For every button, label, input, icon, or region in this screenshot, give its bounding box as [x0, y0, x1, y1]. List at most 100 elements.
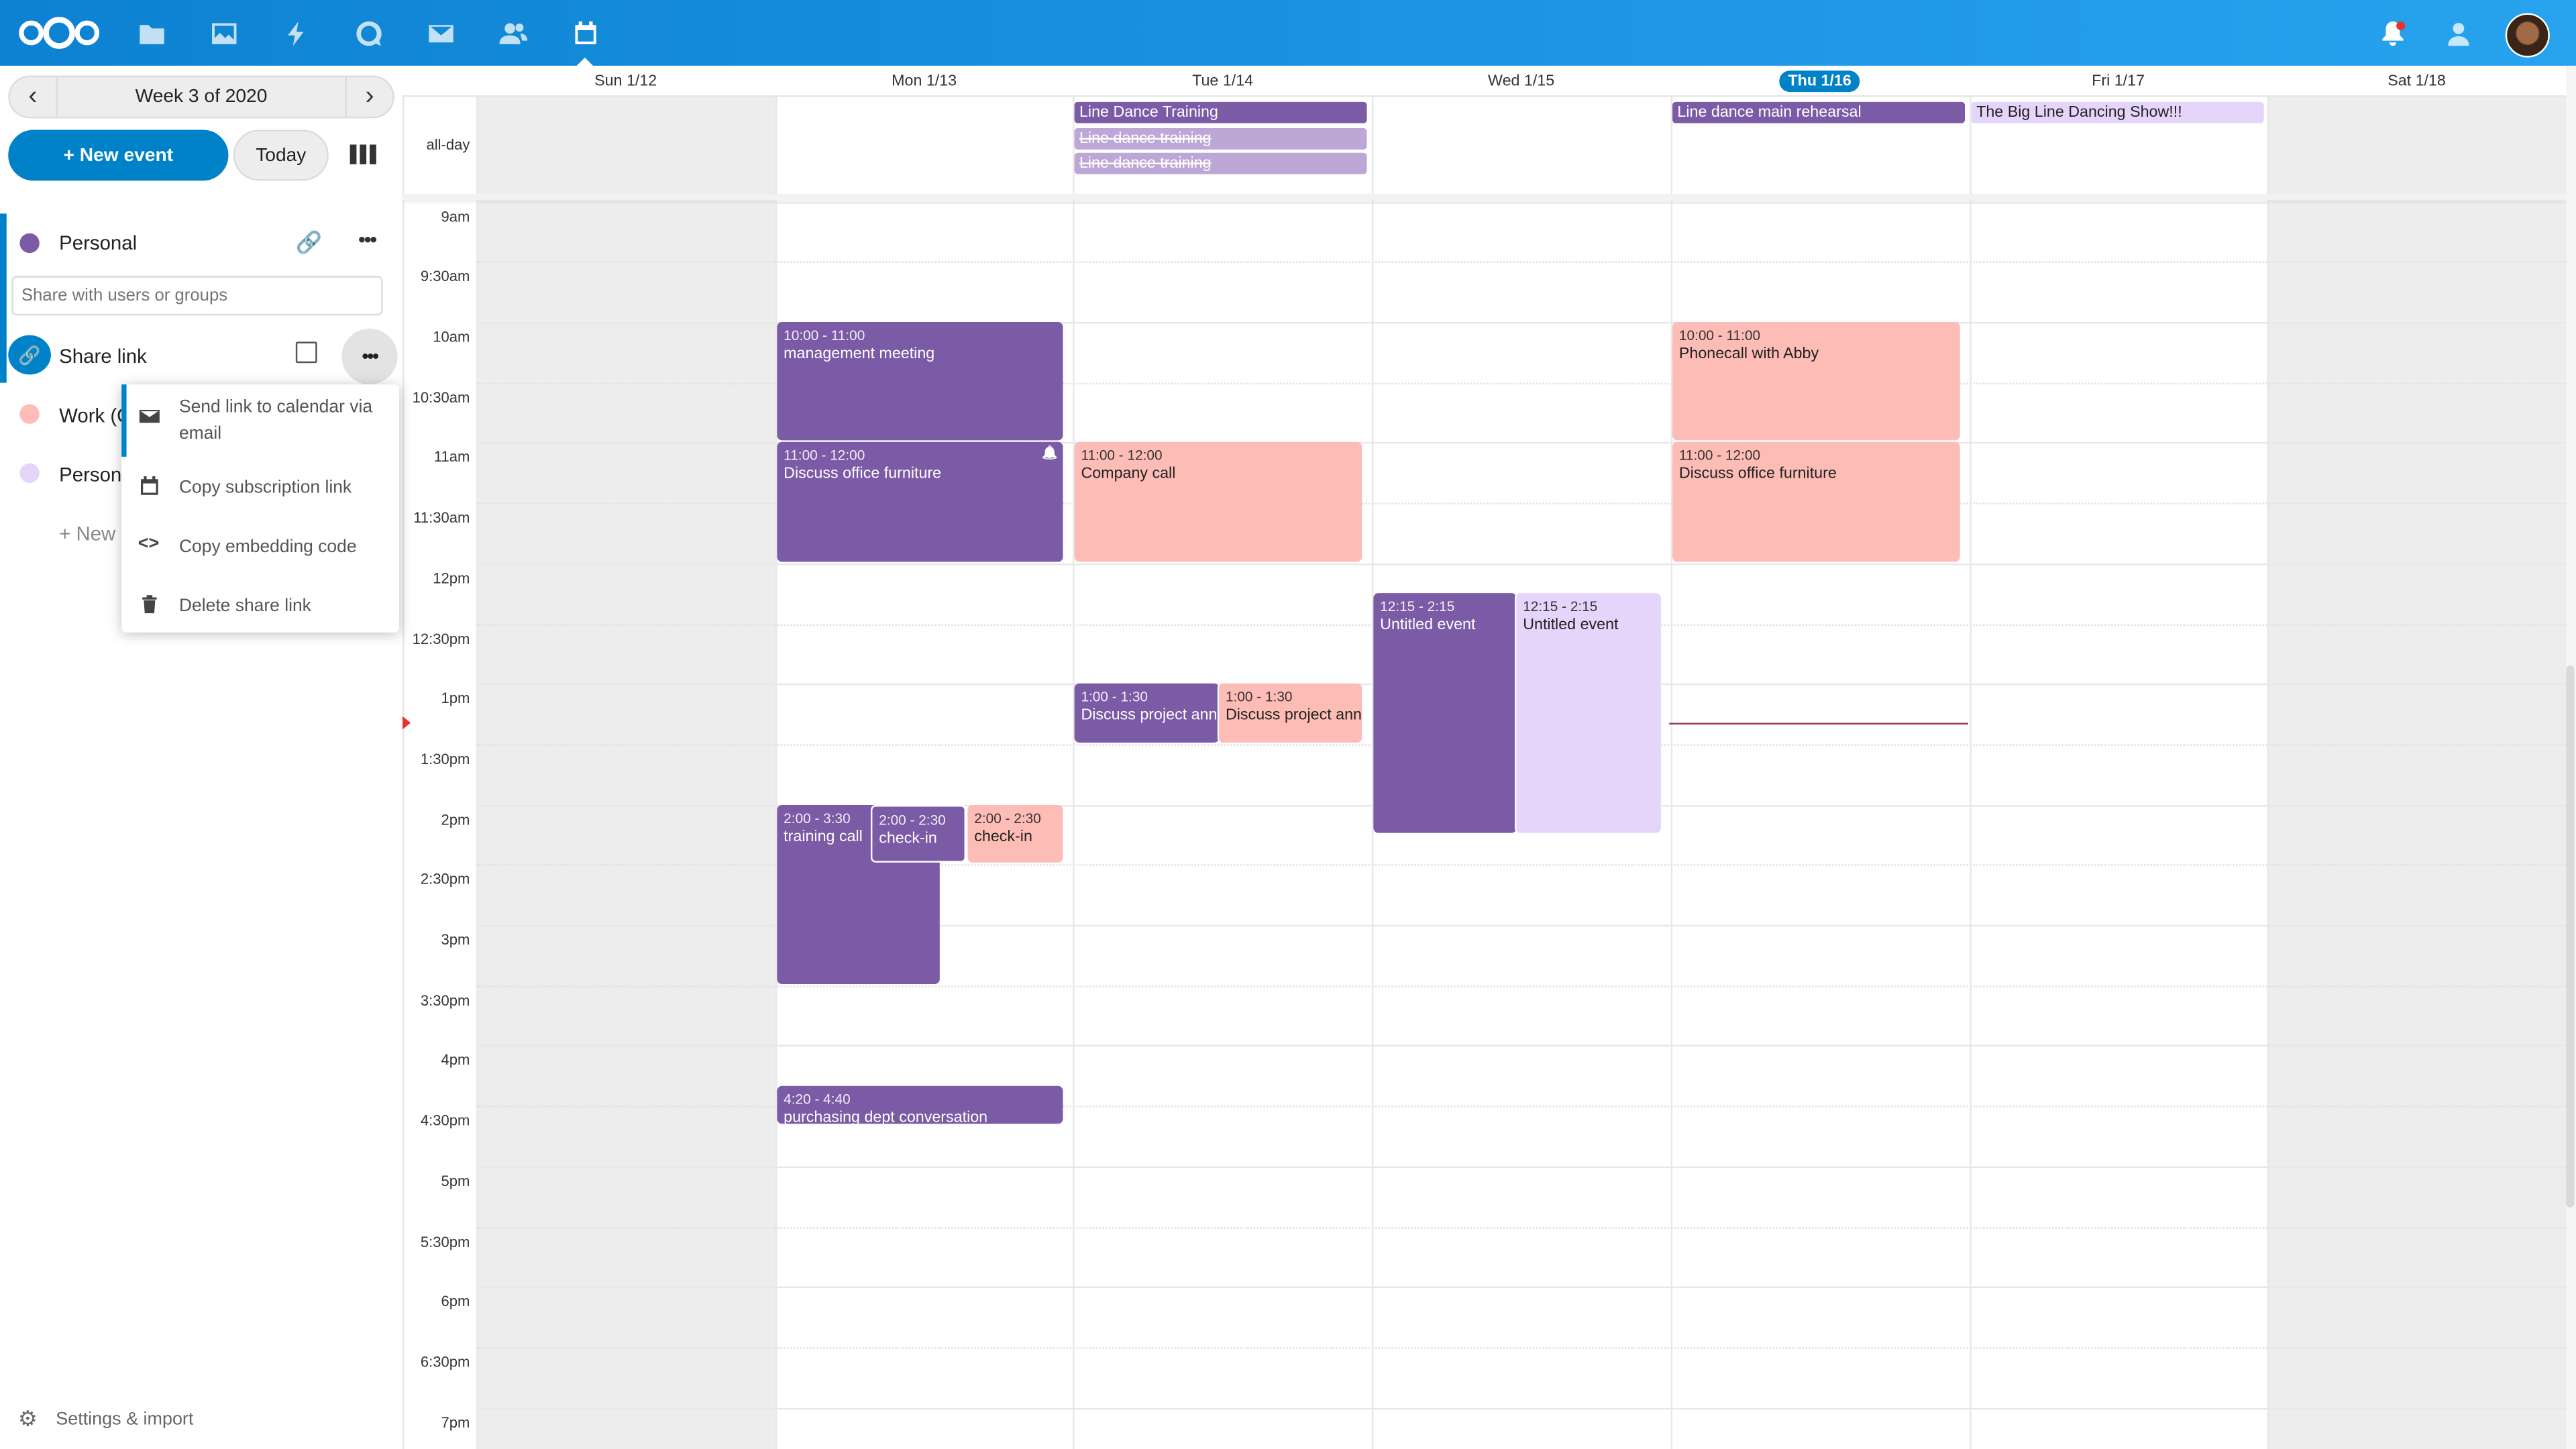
contacts-menu-icon[interactable]	[2441, 16, 2474, 49]
event-time: 11:00 - 12:00	[784, 447, 865, 464]
previous-week-button[interactable]: ‹	[10, 77, 58, 117]
day-header-row	[402, 65, 2567, 97]
mail-icon	[139, 410, 160, 423]
all-day-event[interactable]: Line dance main rehearsal	[1672, 101, 1965, 123]
day-header[interactable]: Mon 1/13	[775, 66, 1073, 95]
code-icon: <>	[138, 533, 160, 554]
calendar-event[interactable]: 10:00 - 11:00 Phonecall with Abby	[1672, 322, 1960, 441]
day-header-label: Wed 1/15	[1488, 71, 1555, 90]
copy-link-icon[interactable]	[295, 341, 317, 364]
event-time: 11:00 - 12:00	[1081, 447, 1163, 464]
calendar-color-dot[interactable]	[19, 404, 40, 424]
notifications-icon[interactable]	[2375, 16, 2408, 49]
day-header-label: Sun 1/12	[594, 71, 657, 90]
time-slot-line	[476, 382, 2567, 384]
calendar-work[interactable]: Work (C	[59, 404, 131, 427]
day-header[interactable]: Sat 1/18	[2267, 66, 2566, 95]
settings-icon[interactable]: ⚙	[17, 1406, 38, 1432]
day-column[interactable]	[2267, 95, 2568, 1449]
calendar-event[interactable]: 12:15 - 2:15 Untitled event	[1514, 593, 1661, 833]
calendar-event[interactable]: 4:20 - 4:40 purchasing dept conversation	[777, 1085, 1063, 1124]
day-column[interactable]	[1969, 95, 2269, 1449]
calendar-icon	[141, 476, 158, 495]
menu-item-copy-embed[interactable]: <> Copy embedding code	[121, 526, 399, 572]
top-bar	[0, 0, 2576, 66]
time-label: 9am	[441, 208, 470, 225]
current-time-marker	[402, 716, 411, 730]
calendar-event[interactable]: 11:00 - 12:00 Company call	[1074, 442, 1362, 562]
today-button[interactable]: Today	[233, 129, 329, 181]
view-switcher-icon[interactable]	[350, 144, 376, 164]
day-column[interactable]	[775, 95, 1075, 1449]
day-column[interactable]	[1073, 95, 1373, 1449]
all-day-event[interactable]: The Big Line Dancing Show!!!	[1971, 101, 2263, 123]
time-label: 1pm	[441, 690, 470, 707]
calendar-personal-2[interactable]: Persona	[59, 463, 133, 486]
event-time: 2:00 - 3:30	[784, 809, 851, 826]
day-header[interactable]: Sun 1/12	[476, 66, 775, 95]
day-column[interactable]	[476, 95, 777, 1449]
time-label: 9:30am	[420, 268, 470, 285]
calendar-event[interactable]: 2:00 - 2:30 check-in	[870, 804, 967, 863]
week-label[interactable]: Week 3 of 2020	[135, 87, 268, 107]
day-header[interactable]: Fri 1/17	[1969, 66, 2267, 95]
contacts-icon[interactable]	[496, 16, 529, 49]
all-day-event[interactable]: Line dance training	[1074, 152, 1366, 174]
new-event-button[interactable]: + New event	[8, 129, 229, 181]
activity-icon[interactable]	[279, 16, 312, 49]
calendar-event[interactable]: 2:00 - 2:30 check-in	[967, 804, 1063, 863]
calendar-event[interactable]: 11:00 - 12:00 Discuss office furniture	[1672, 442, 1960, 562]
event-title: Discuss office furniture	[784, 466, 942, 484]
day-header-label: Mon 1/13	[892, 71, 957, 90]
calendar-color-dot[interactable]	[19, 463, 40, 484]
active-app-indicator	[576, 57, 594, 66]
files-icon[interactable]	[135, 16, 168, 49]
day-column[interactable]	[1670, 95, 1970, 1449]
day-header-label: Fri 1/17	[2092, 71, 2145, 90]
photos-icon[interactable]	[207, 16, 240, 49]
time-label: 10am	[433, 328, 470, 345]
active-menu-indicator	[121, 384, 127, 457]
event-time: 12:15 - 2:15	[1523, 598, 1598, 615]
settings-import-button[interactable]: Settings & import	[56, 1409, 194, 1430]
menu-item-label: Copy subscription link	[178, 478, 352, 498]
calendar-event[interactable]: 11:00 - 12:00 Discuss office furniture 🔔	[777, 442, 1063, 562]
next-week-button[interactable]: ›	[345, 77, 392, 117]
day-header[interactable]: Thu 1/16	[1670, 66, 1969, 95]
avatar[interactable]	[2505, 13, 2550, 58]
calendar-icon[interactable]	[568, 16, 601, 49]
day-header[interactable]: Tue 1/14	[1073, 66, 1372, 95]
day-column[interactable]	[1372, 95, 1672, 1449]
event-time: 2:00 - 2:30	[974, 809, 1041, 826]
event-title: Phonecall with Abby	[1678, 345, 1819, 364]
menu-item-send-email[interactable]: Send link to calendar via email	[121, 384, 399, 457]
new-calendar-button[interactable]: + New c	[59, 522, 131, 546]
all-day-divider	[402, 193, 2567, 201]
calendar-color-dot[interactable]	[19, 233, 40, 254]
menu-item-label: Send link to calendar via email	[178, 397, 373, 444]
nextcloud-logo[interactable]	[16, 15, 101, 51]
time-slot-line	[476, 864, 2567, 867]
calendar-event[interactable]: 12:15 - 2:15 Untitled event	[1373, 593, 1517, 833]
time-label: 4:30pm	[420, 1112, 470, 1129]
time-label: 2pm	[441, 810, 470, 828]
day-header[interactable]: Wed 1/15	[1372, 66, 1670, 95]
talk-icon[interactable]	[352, 16, 384, 49]
menu-item-copy-subscription[interactable]: Copy subscription link	[121, 467, 399, 513]
calendar-event[interactable]: 10:00 - 11:00 management meeting	[777, 322, 1063, 441]
share-link-menu-button[interactable]: •••	[341, 328, 398, 385]
time-slot-line	[476, 563, 2567, 565]
time-slot-line	[476, 1346, 2567, 1349]
link-icon[interactable]: 🔗	[295, 229, 323, 255]
scrollbar-thumb[interactable]	[2566, 665, 2575, 1208]
share-with-users-input[interactable]	[11, 276, 383, 316]
mail-icon[interactable]	[424, 16, 457, 49]
menu-item-delete-share[interactable]: Delete share link	[121, 585, 399, 631]
event-title: Discuss office furniture	[1678, 466, 1837, 484]
calendar-personal[interactable]: Personal	[59, 231, 138, 255]
all-day-event[interactable]: Line Dance Training	[1074, 101, 1366, 123]
all-day-event[interactable]: Line dance training	[1074, 128, 1366, 150]
more-options-icon[interactable]: •••	[358, 226, 377, 252]
